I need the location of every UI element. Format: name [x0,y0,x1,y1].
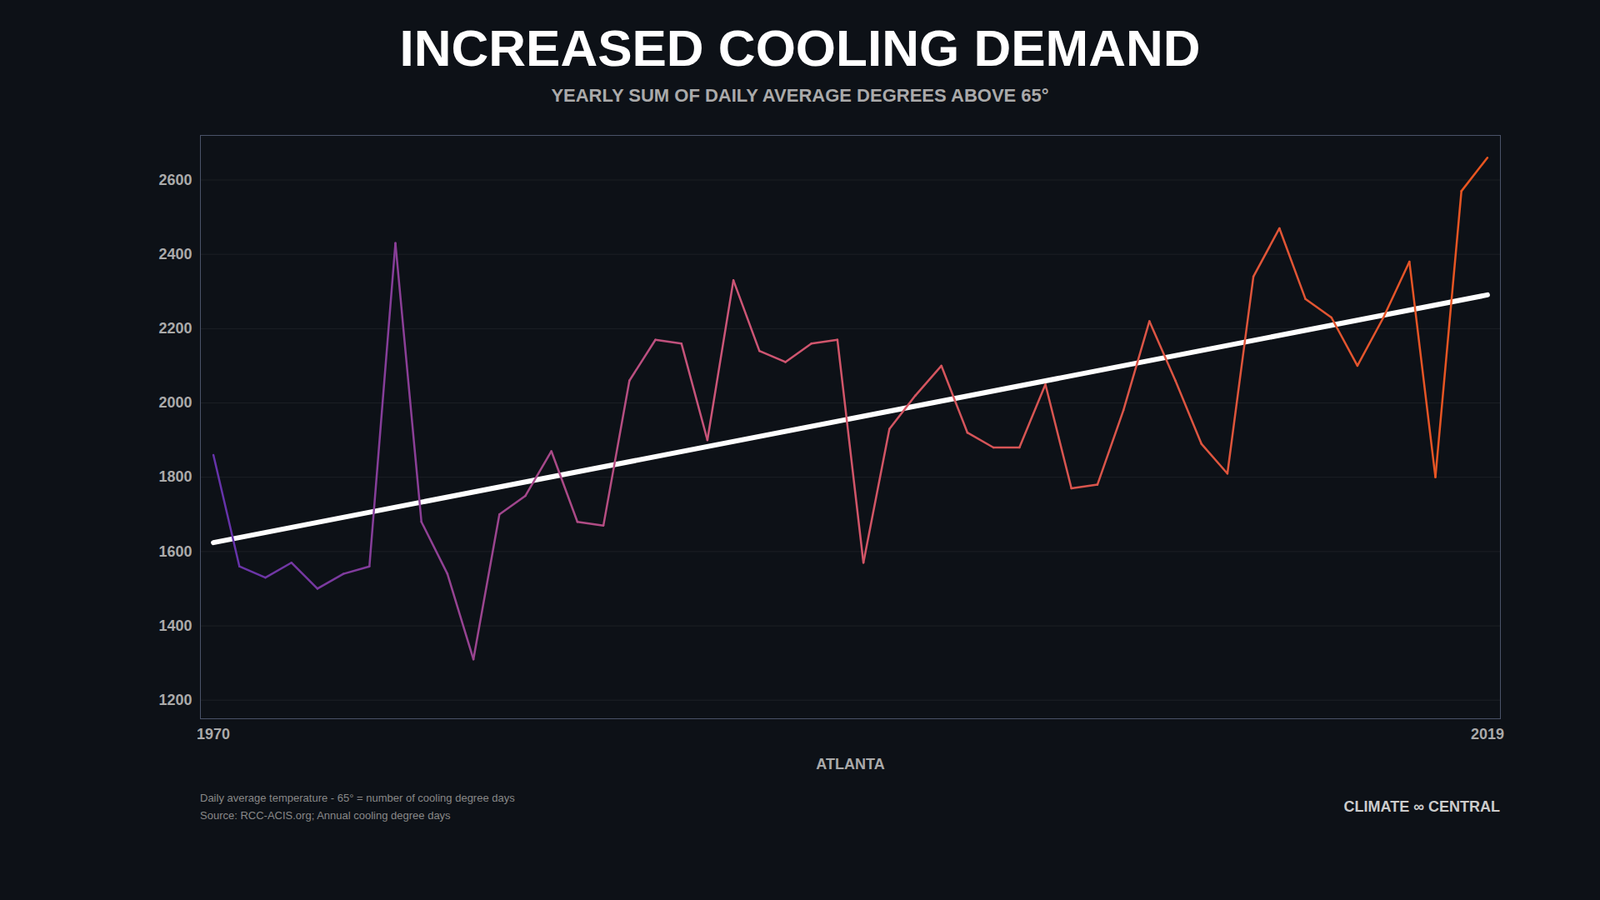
svg-text:1800: 1800 [158,469,192,486]
html-text:Source: RCC-ACIS.org; Annual c: Source: RCC-ACIS.org; Annual cooling deg… [200,809,451,822]
svg-text:1970: 1970 [196,725,230,743]
svg-text:2200: 2200 [158,320,192,337]
svg-text:2019: 2019 [1470,725,1505,743]
html-text:INCREASED COOLING DEMAND: INCREASED COOLING DEMAND [399,19,1201,77]
svg-text:2600: 2600 [158,171,192,189]
svg-text:ATLANTA: ATLANTA [815,755,885,773]
svg-text:2000: 2000 [158,394,192,411]
svg-text:2400: 2400 [158,245,192,263]
html-text:YEARLY SUM OF DAILY AVERAGE DE: YEARLY SUM OF DAILY AVERAGE DEGREES ABOV… [551,85,1049,106]
svg-text:1200: 1200 [158,691,192,709]
svg-text:1400: 1400 [158,617,192,635]
html-text:CLIMATE ∞ CENTRAL: CLIMATE ∞ CENTRAL [1343,798,1500,816]
svg-text:1600: 1600 [158,543,192,560]
html-text:Daily average temperature - 65: Daily average temperature - 65° = number… [200,791,515,805]
